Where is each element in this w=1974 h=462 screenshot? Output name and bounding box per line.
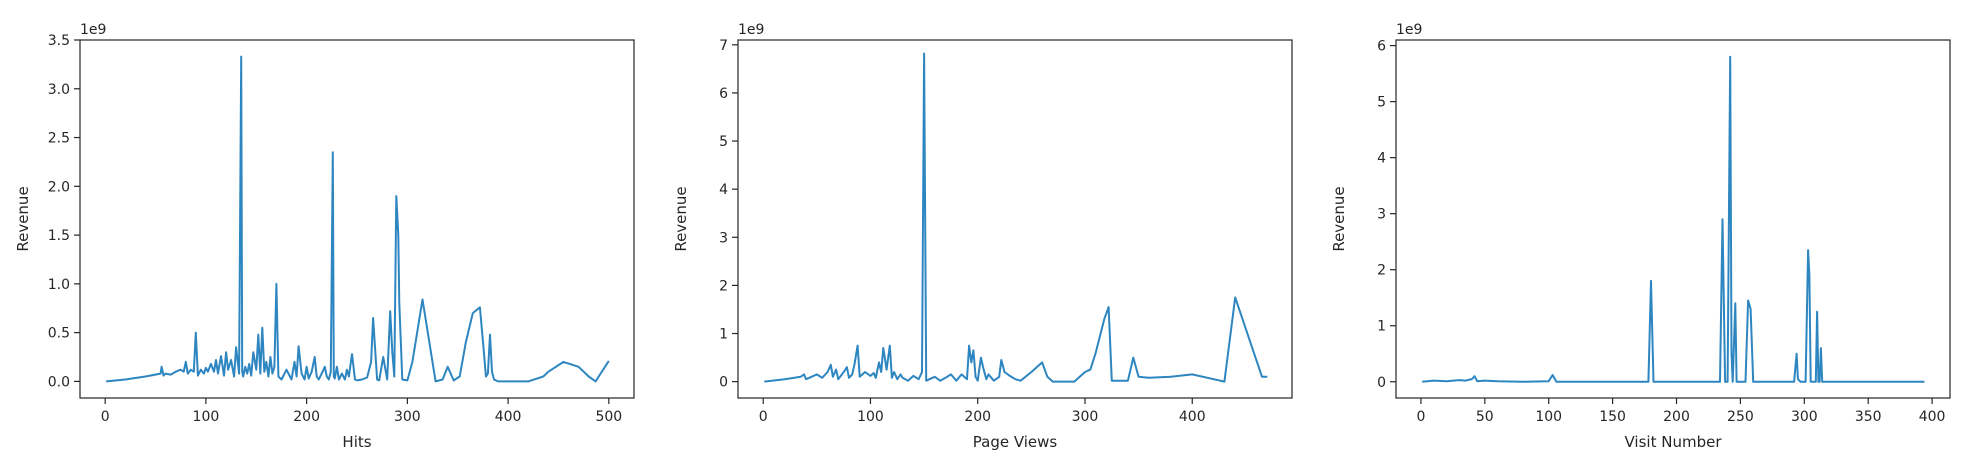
revenue-line [764,52,1268,383]
y-offset-label: 1e9 [1396,22,1422,38]
x-axis: 0 100 200 300 400 500 [101,398,622,425]
x-tick-label: 150 [1599,409,1626,425]
x-tick-label: 400 [1919,409,1946,425]
hits-chart: 0.0 0.5 1.0 1.5 2.0 2.5 3.0 3.5 0 100 200 300 400 50… [14,22,635,451]
y-tick-label: 5 [1377,95,1386,111]
y-tick-label: 2.5 [48,131,70,147]
y-tick-label: 1 [1377,319,1386,335]
x-tick-label: 200 [964,409,991,425]
y-tick-label: 1 [719,327,728,343]
plot-background [738,40,1292,398]
revenue-line [1422,55,1925,383]
x-tick-label: 500 [595,409,622,425]
plot-frame [1395,39,1951,399]
y-offset-label: 1e9 [80,22,106,38]
x-tick-label: 350 [1855,409,1882,425]
plot-background [1396,40,1950,398]
x-axis-label: Hits [342,433,371,451]
y-axis-label: Revenue [672,186,690,251]
y-axis: 0 1 2 3 4 5 6 [1377,39,1396,391]
y-tick-label: 3.5 [48,33,70,49]
y-tick-label: 4 [1377,151,1386,167]
x-tick-label: 100 [857,409,884,425]
x-tick-label: 50 [1476,409,1494,425]
y-tick-label: 3 [719,230,728,246]
x-axis: 0 100 200 300 400 [759,398,1206,425]
y-axis-label: Revenue [1330,186,1348,251]
x-tick-label: 100 [193,409,220,425]
y-tick-label: 6 [719,86,728,102]
y-tick-label: 0 [1377,375,1386,391]
x-tick-label: 250 [1727,409,1754,425]
y-tick-label: 2 [1377,263,1386,279]
x-axis-label: Visit Number [1625,433,1723,451]
y-tick-label: 2.0 [48,179,70,195]
visit-number-chart: 0 1 2 3 4 5 6 0 50 100 150 200 250 300 350 400 1e9 Vis… [1330,22,1951,451]
plot-background [80,40,634,398]
y-tick-label: 3 [1377,207,1386,223]
y-offset-label: 1e9 [738,22,764,38]
y-tick-label: 0.0 [48,374,70,390]
page-views-chart: 0 1 2 3 4 5 6 7 0 100 200 300 400 1e9 Page Views Re… [672,22,1293,451]
y-tick-label: 2 [719,278,728,294]
revenue-line [106,55,610,383]
x-tick-label: 100 [1535,409,1562,425]
x-tick-label: 0 [759,409,768,425]
x-tick-label: 200 [1663,409,1690,425]
y-tick-label: 0.5 [48,326,70,342]
x-axis-label: Page Views [973,433,1058,451]
x-tick-label: 300 [1791,409,1818,425]
y-tick-label: 1.0 [48,277,70,293]
x-tick-label: 200 [293,409,320,425]
y-axis-label: Revenue [14,186,32,251]
x-tick-label: 400 [495,409,522,425]
y-tick-label: 7 [719,38,728,54]
x-tick-label: 400 [1179,409,1206,425]
y-tick-label: 4 [719,182,728,198]
y-tick-label: 0 [719,375,728,391]
y-tick-label: 3.0 [48,82,70,98]
y-axis: 0 1 2 3 4 5 6 7 [719,38,738,391]
x-tick-label: 0 [101,409,110,425]
plot-frame [79,39,635,399]
y-axis: 0.0 0.5 1.0 1.5 2.0 2.5 3.0 3.5 [48,33,80,390]
x-tick-label: 300 [394,409,421,425]
x-tick-label: 300 [1072,409,1099,425]
x-tick-label: 0 [1416,409,1425,425]
y-tick-label: 6 [1377,39,1386,55]
y-tick-label: 1.5 [48,228,70,244]
y-tick-label: 5 [719,134,728,150]
plot-frame [737,39,1293,399]
x-axis: 0 50 100 150 200 250 300 350 400 [1416,398,1945,425]
